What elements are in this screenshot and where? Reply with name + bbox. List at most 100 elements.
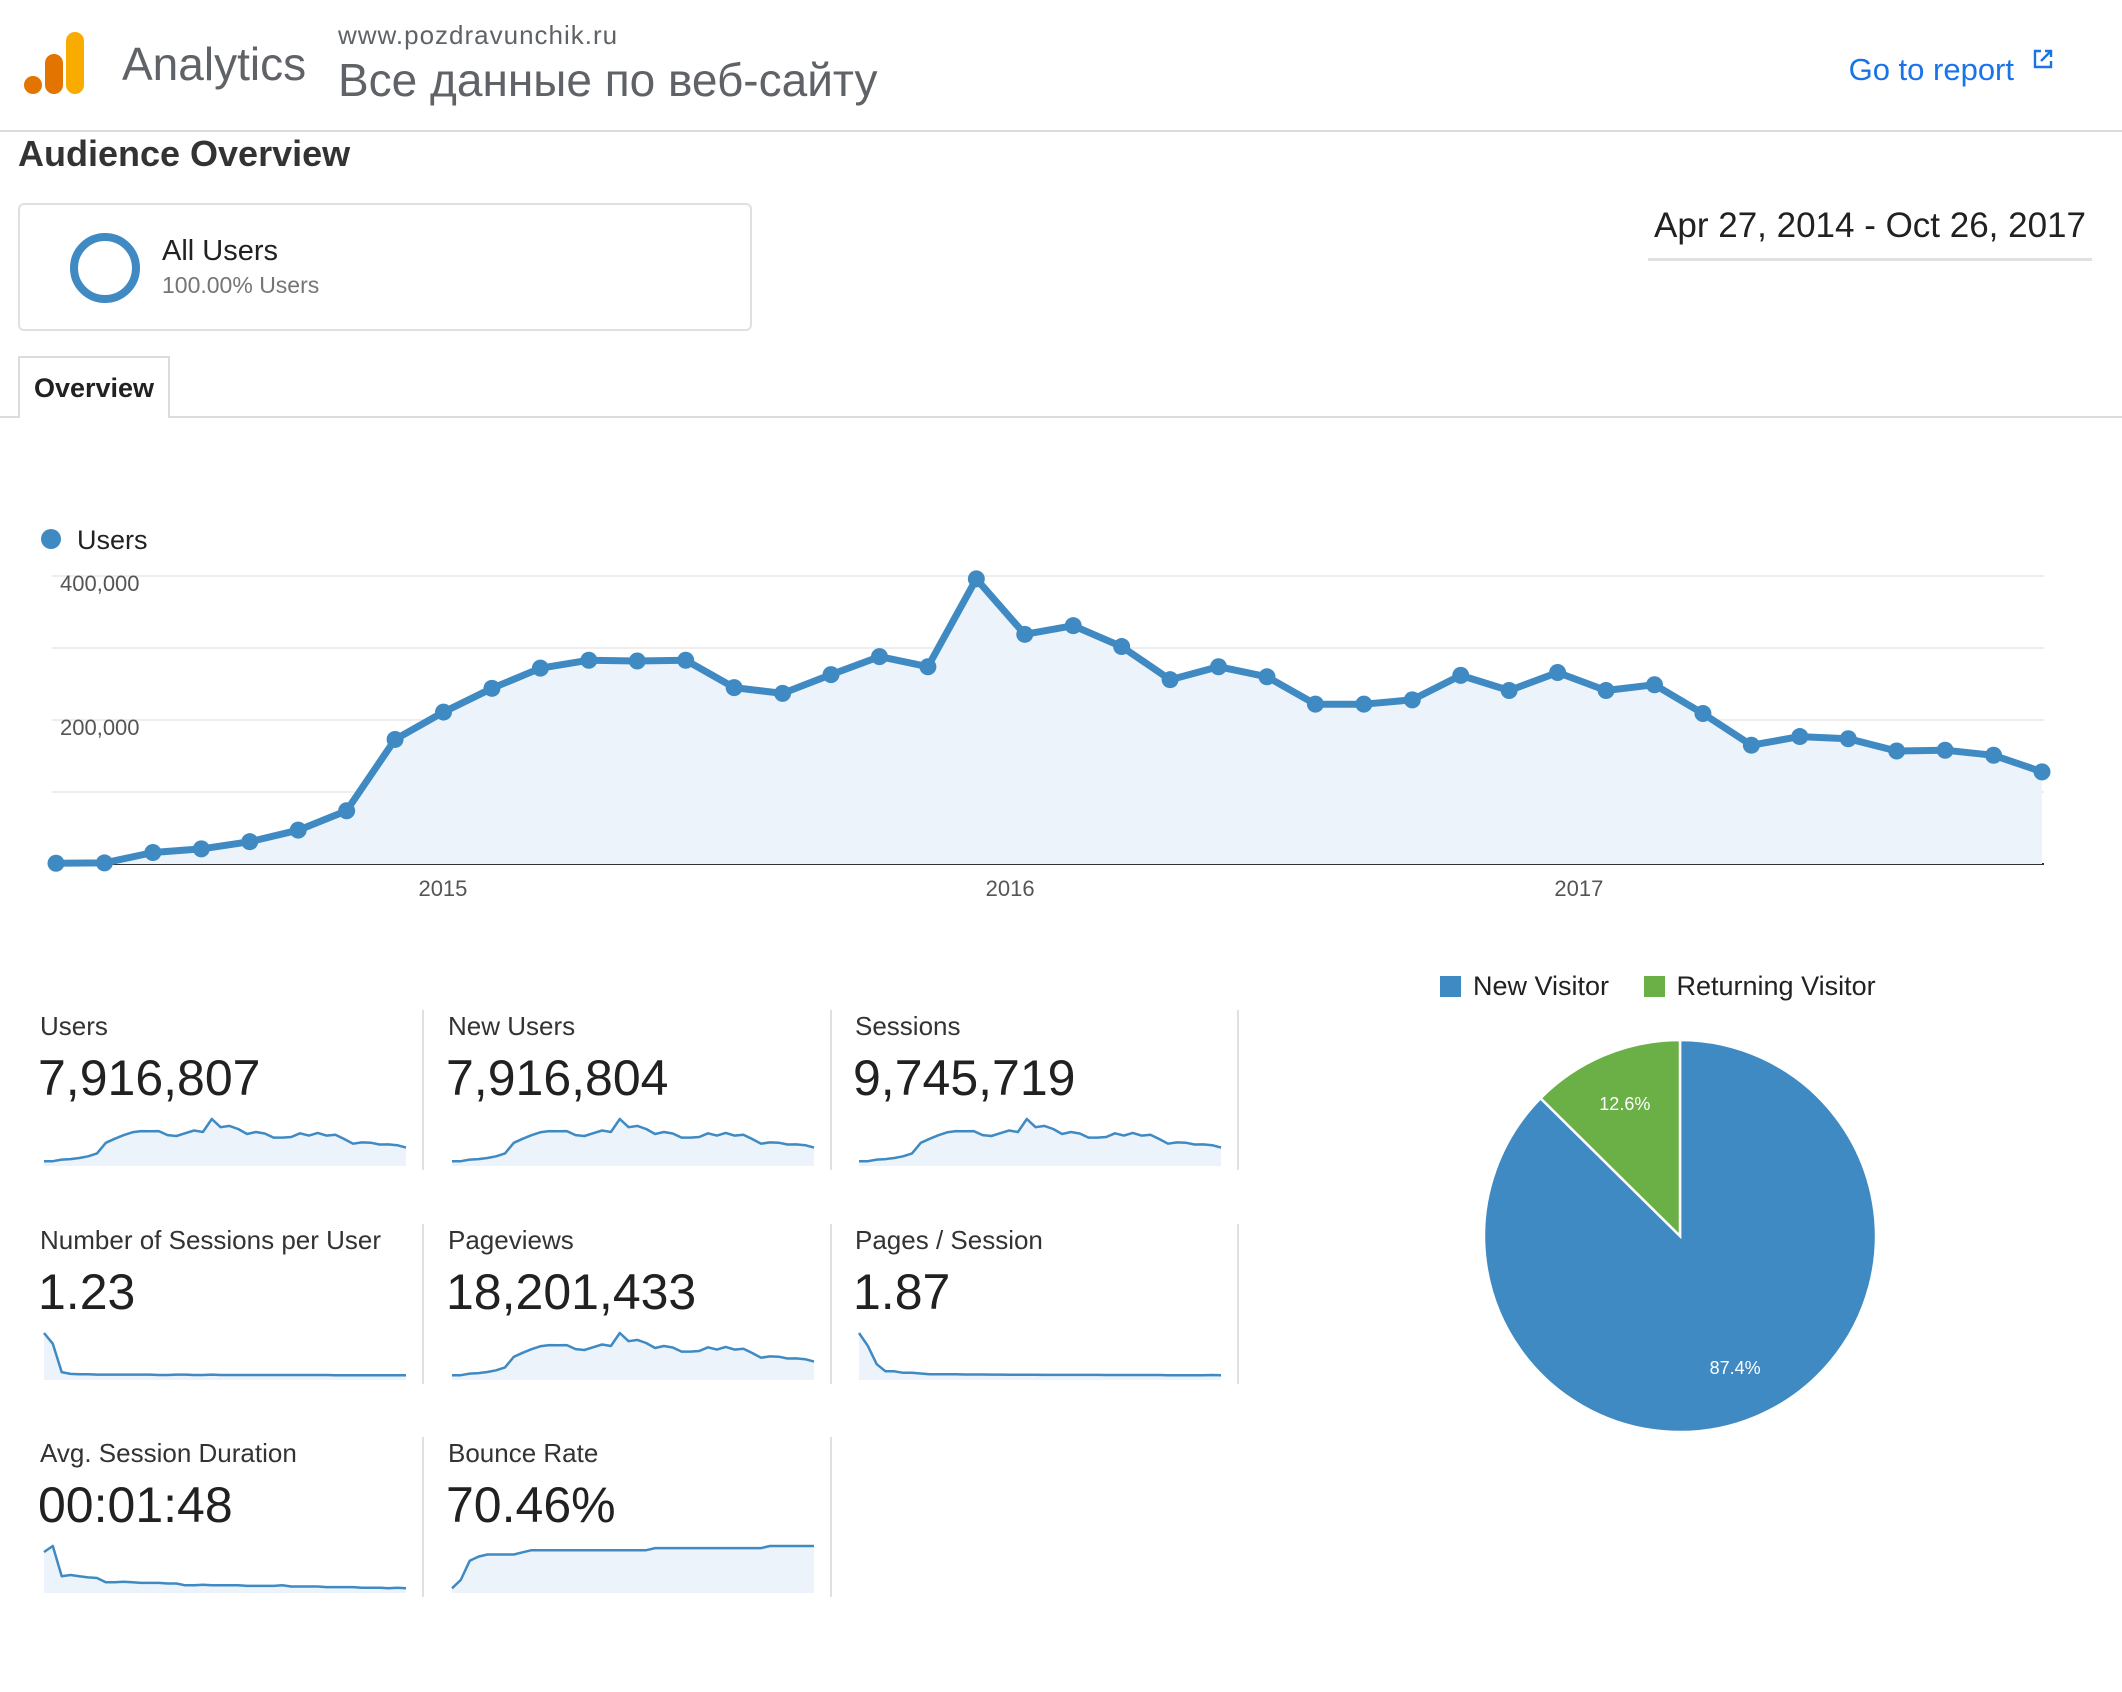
metric-tile-bounce-rate[interactable]: Bounce Rate 70.46% <box>426 1437 832 1597</box>
metric-tile-avg-session-duration[interactable]: Avg. Session Duration 00:01:48 <box>18 1437 424 1597</box>
tile-divider <box>422 1437 424 1597</box>
y-tick-label: 200,000 <box>60 715 140 740</box>
tile-divider <box>1237 1224 1239 1384</box>
metric-label: Bounce Rate <box>448 1438 599 1468</box>
users-data-point[interactable] <box>1113 638 1131 656</box>
sparkline-line <box>451 1117 815 1163</box>
users-data-point[interactable] <box>1161 671 1179 689</box>
users-data-point[interactable] <box>1742 736 1760 754</box>
metric-tile-new-users[interactable]: New Users 7,916,804 <box>426 1010 832 1170</box>
users-data-point[interactable] <box>677 651 695 669</box>
users-data-point[interactable] <box>1549 663 1567 681</box>
users-data-point[interactable] <box>47 854 65 872</box>
metric-value: 1.87 <box>853 1264 951 1320</box>
users-data-point[interactable] <box>1597 681 1615 699</box>
go-to-report-link[interactable]: Go to report <box>1849 40 2054 90</box>
sparkline-line <box>43 1117 407 1163</box>
users-data-point[interactable] <box>725 679 743 697</box>
pie-slice-returning-visitor[interactable] <box>1538 1038 1682 1239</box>
view-name: Все данные по веб-сайту <box>338 54 878 106</box>
metric-label: Number of Sessions per User <box>40 1225 382 1255</box>
users-data-point[interactable] <box>192 840 210 858</box>
metric-tile-pages-session[interactable]: Pages / Session 1.87 <box>833 1224 1239 1384</box>
users-over-time-chart: Users 200,000 400,000 2015 2016 2017 <box>41 525 2051 901</box>
users-data-point[interactable] <box>1500 681 1518 699</box>
users-area-fill <box>56 578 2042 864</box>
users-data-point[interactable] <box>1888 742 1906 760</box>
users-data-point[interactable] <box>338 802 356 820</box>
users-data-point[interactable] <box>1355 695 1373 713</box>
sparkline-fill <box>452 1333 814 1380</box>
users-data-point[interactable] <box>1306 695 1324 713</box>
segment-percentage: 100.00% Users <box>162 272 320 298</box>
users-data-point[interactable] <box>1064 617 1082 635</box>
users-data-point[interactable] <box>95 854 113 872</box>
users-data-point[interactable] <box>628 652 646 670</box>
metric-value: 70.46% <box>446 1477 616 1533</box>
users-data-point[interactable] <box>822 666 840 684</box>
metric-label: Avg. Session Duration <box>40 1438 297 1468</box>
users-data-point[interactable] <box>1839 730 1857 748</box>
users-data-point[interactable] <box>1985 746 2003 764</box>
users-data-point[interactable] <box>580 651 598 669</box>
metric-value: 18,201,433 <box>446 1264 697 1320</box>
legend-label-new-visitor: New Visitor <box>1473 971 1610 1001</box>
segment-card-all-users[interactable]: All Users 100.00% Users <box>18 203 752 331</box>
users-data-point[interactable] <box>1694 705 1712 723</box>
metric-tile-number-of-sessions-per-user[interactable]: Number of Sessions per User 1.23 <box>18 1224 424 1384</box>
users-data-point[interactable] <box>289 821 307 839</box>
metric-tile-pageviews[interactable]: Pageviews 18,201,433 <box>426 1224 832 1384</box>
metric-sparkline <box>43 1117 407 1166</box>
metric-sparkline <box>43 1544 407 1593</box>
users-data-point[interactable] <box>483 679 501 697</box>
users-data-point[interactable] <box>1452 666 1470 684</box>
metric-label: Pageviews <box>448 1225 574 1255</box>
sparkline-line <box>451 1331 815 1377</box>
users-data-point[interactable] <box>1016 625 1034 643</box>
sparkline-line <box>451 1544 814 1590</box>
metric-sparkline <box>451 1117 815 1166</box>
metric-sparkline <box>451 1331 815 1380</box>
pie-label-new-visitor: 87.4% <box>1710 1358 1761 1378</box>
metric-label: Sessions <box>855 1011 961 1041</box>
header-divider <box>0 130 2122 132</box>
sparkline-fill <box>452 1546 814 1593</box>
legend-item-new-visitor[interactable]: New Visitor <box>1440 966 1609 1006</box>
users-data-point[interactable] <box>1403 691 1421 709</box>
tab-overview[interactable]: Overview <box>18 356 170 418</box>
metric-tile-sessions[interactable]: Sessions 9,745,719 <box>833 1010 1239 1170</box>
legend-label-users[interactable]: Users <box>77 525 148 555</box>
users-data-point[interactable] <box>531 659 549 677</box>
legend-label-returning-visitor: Returning Visitor <box>1676 971 1876 1001</box>
users-data-point[interactable] <box>1258 668 1276 686</box>
users-data-point[interactable] <box>435 703 453 721</box>
users-data-point[interactable] <box>967 570 985 588</box>
date-range-selector[interactable]: Apr 27, 2014 - Oct 26, 2017 <box>1648 202 2092 261</box>
metric-label: New Users <box>448 1011 576 1041</box>
users-data-point[interactable] <box>386 730 404 748</box>
sparkline-line <box>43 1332 406 1377</box>
external-link-icon <box>2032 40 2054 69</box>
users-data-point[interactable] <box>919 658 937 676</box>
metric-label: Users <box>40 1011 108 1041</box>
users-data-point[interactable] <box>144 843 162 861</box>
users-data-point[interactable] <box>2033 763 2051 781</box>
users-data-point[interactable] <box>870 648 888 666</box>
metric-tile-users[interactable]: Users 7,916,807 <box>18 1010 424 1170</box>
tile-divider <box>1237 1010 1239 1170</box>
sparkline-line <box>43 1544 407 1590</box>
users-data-point[interactable] <box>1210 658 1228 676</box>
users-data-point[interactable] <box>1645 676 1663 694</box>
sparkline-fill <box>452 1119 814 1166</box>
sparkline-line <box>858 1117 1222 1163</box>
users-data-point[interactable] <box>1936 741 1954 759</box>
users-data-point[interactable] <box>774 684 792 702</box>
users-series-line <box>55 575 2044 867</box>
sparkline-fill <box>44 1119 406 1166</box>
users-data-point[interactable] <box>241 833 259 851</box>
users-data-point[interactable] <box>1791 728 1809 746</box>
legend-item-returning-visitor[interactable]: Returning Visitor <box>1643 966 1876 1006</box>
metric-value: 9,745,719 <box>853 1050 1076 1106</box>
sparkline-fill <box>44 1333 406 1380</box>
metric-value: 1.23 <box>38 1264 136 1320</box>
